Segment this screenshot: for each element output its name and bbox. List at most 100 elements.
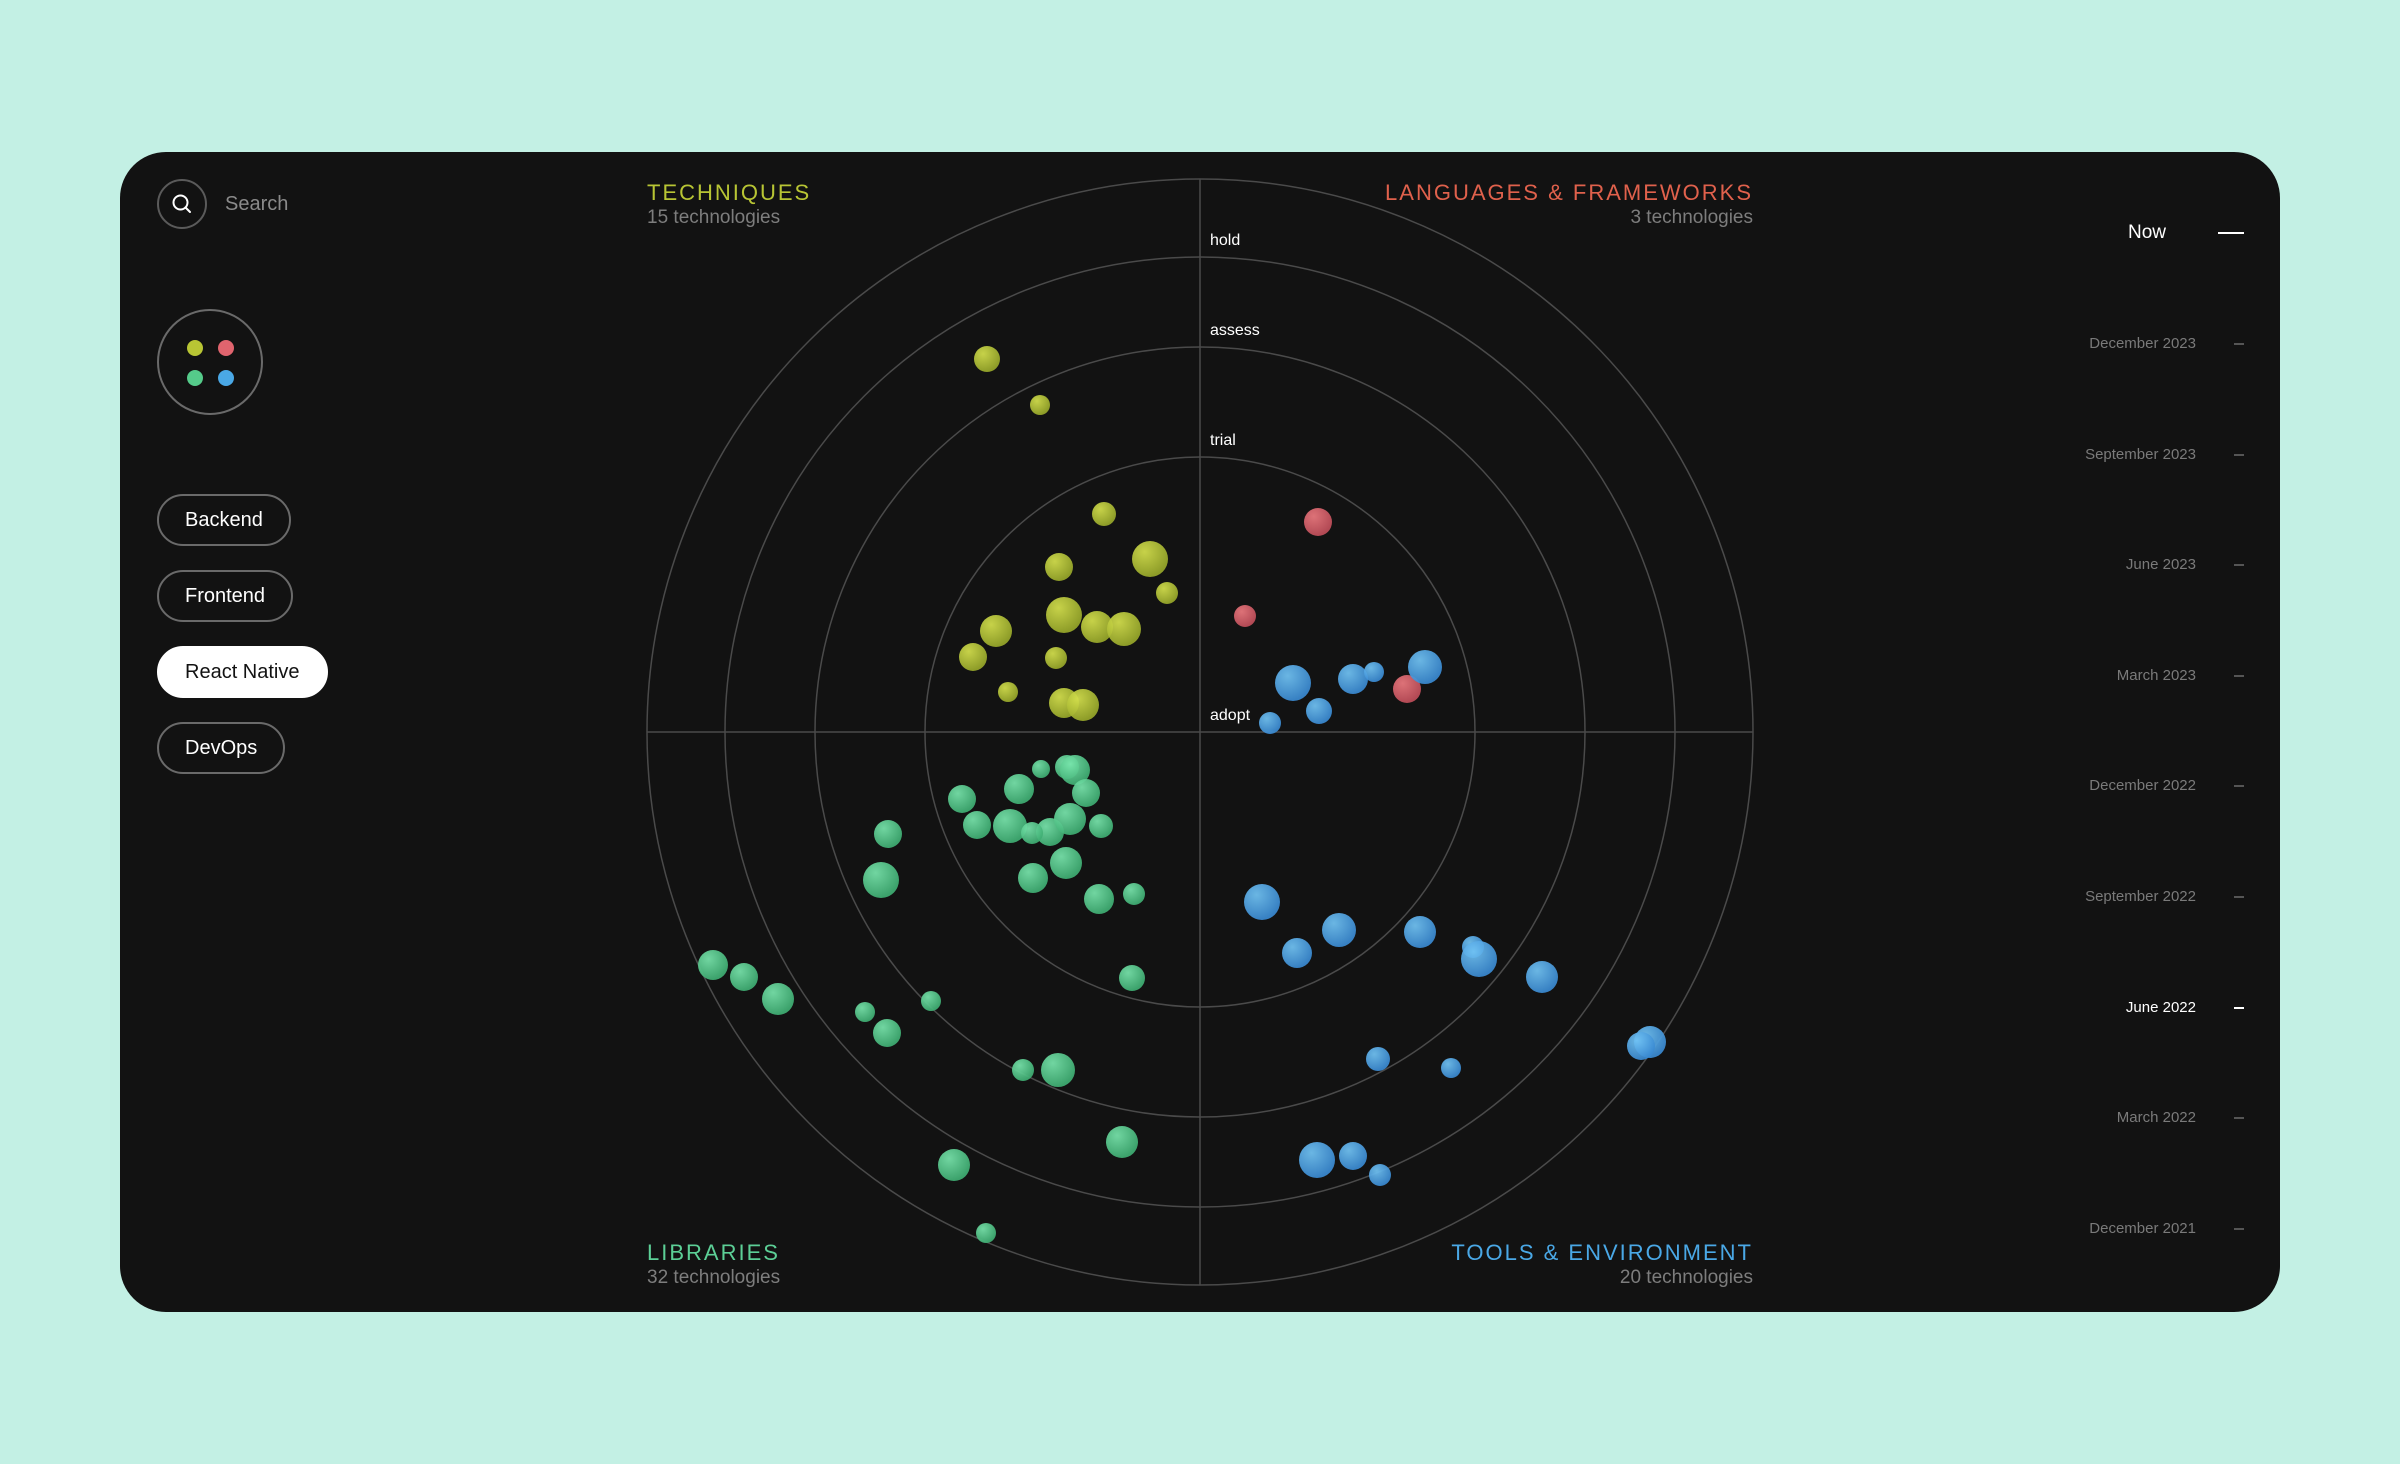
blip-libraries[interactable] <box>1021 822 1043 844</box>
blip-libraries[interactable] <box>863 862 899 898</box>
quadrant-title-languages-frameworks[interactable]: LANGUAGES & FRAMEWORKS <box>1385 180 1753 205</box>
blip-techniques[interactable] <box>1107 612 1141 646</box>
timeline-tick <box>2234 1116 2244 1119</box>
blip-tools-environment[interactable] <box>1408 650 1442 684</box>
blip-languages-frameworks[interactable] <box>1234 605 1256 627</box>
blip-tools-environment[interactable] <box>1627 1032 1655 1060</box>
timeline-tick <box>2234 674 2244 677</box>
timeline-tick <box>2234 342 2244 345</box>
quadrant-count-languages-frameworks: 3 technologies <box>1630 207 1753 228</box>
blip-techniques[interactable] <box>959 643 987 671</box>
timeline-item[interactable]: December 2023 <box>2089 335 2244 352</box>
blip-techniques[interactable] <box>974 346 1000 372</box>
timeline-item[interactable]: September 2022 <box>2085 888 2244 905</box>
timeline-item-label: December 2022 <box>2089 777 2196 794</box>
blip-tools-environment[interactable] <box>1306 698 1332 724</box>
blip-tools-environment[interactable] <box>1339 1142 1367 1170</box>
blip-tools-environment[interactable] <box>1526 961 1558 993</box>
blip-techniques[interactable] <box>1092 502 1116 526</box>
timeline-now[interactable]: Now <box>2128 222 2244 244</box>
timeline-item-current[interactable]: June 2022 <box>2126 999 2244 1016</box>
blip-techniques[interactable] <box>1045 553 1073 581</box>
blip-libraries[interactable] <box>976 1223 996 1243</box>
quadrant-count-libraries: 32 technologies <box>647 1267 780 1288</box>
filter-devops[interactable]: DevOps <box>157 722 286 774</box>
blip-libraries[interactable] <box>1012 1059 1034 1081</box>
quadrant-title-tools-environment[interactable]: TOOLS & ENVIRONMENT <box>1451 1240 1753 1265</box>
blip-libraries[interactable] <box>762 983 794 1015</box>
blip-libraries[interactable] <box>1004 774 1034 804</box>
timeline-item-label: June 2023 <box>2125 556 2196 573</box>
blip-techniques[interactable] <box>1132 541 1168 577</box>
blip-libraries[interactable] <box>993 809 1027 843</box>
timeline-tick <box>2234 563 2244 566</box>
search-control[interactable]: Search <box>157 179 288 229</box>
timeline-item[interactable]: March 2022 <box>2117 1109 2244 1126</box>
blip-techniques[interactable] <box>1045 647 1067 669</box>
blip-libraries[interactable] <box>1089 814 1113 838</box>
timeline-item[interactable]: December 2022 <box>2089 777 2244 794</box>
blip-libraries[interactable] <box>730 963 758 991</box>
blip-tools-environment[interactable] <box>1461 941 1497 977</box>
blip-techniques[interactable] <box>998 682 1018 702</box>
blip-libraries[interactable] <box>1106 1126 1138 1158</box>
blip-languages-frameworks[interactable] <box>1393 675 1421 703</box>
filter-backend[interactable]: Backend <box>157 494 291 546</box>
blip-tools-environment[interactable] <box>1441 1058 1461 1078</box>
ring-label-adopt: adopt <box>1210 707 1251 724</box>
timeline-item-label: December 2021 <box>2089 1220 2196 1237</box>
blip-libraries[interactable] <box>1041 1053 1075 1087</box>
blip-techniques[interactable] <box>980 615 1012 647</box>
blip-libraries[interactable] <box>1018 863 1048 893</box>
timeline-now-label: Now <box>2127 222 2166 243</box>
timeline-item[interactable]: June 2023 <box>2126 556 2244 573</box>
blip-libraries[interactable] <box>1072 779 1100 807</box>
search-placeholder[interactable]: Search <box>225 192 289 215</box>
filter-frontend[interactable]: Frontend <box>157 570 294 622</box>
blip-libraries[interactable] <box>855 1002 875 1022</box>
blip-techniques[interactable] <box>1067 689 1099 721</box>
timeline-item[interactable]: March 2023 <box>2117 667 2244 684</box>
timeline: Now December 2023 September 2023 June 20… <box>1940 152 2280 1312</box>
blip-techniques[interactable] <box>1081 611 1113 643</box>
timeline-tick <box>2234 895 2244 898</box>
blip-tools-environment[interactable] <box>1366 1047 1390 1071</box>
blip-tools-environment[interactable] <box>1364 662 1384 682</box>
blip-libraries[interactable] <box>963 811 991 839</box>
blip-libraries[interactable] <box>698 950 728 980</box>
blip-libraries[interactable] <box>1054 803 1086 835</box>
blip-libraries[interactable] <box>948 785 976 813</box>
blip-libraries[interactable] <box>1119 965 1145 991</box>
blip-libraries[interactable] <box>1050 847 1082 879</box>
blip-tools-environment[interactable] <box>1338 664 1368 694</box>
quadrant-title-libraries[interactable]: LIBRARIES <box>647 1240 780 1265</box>
blip-libraries[interactable] <box>873 1019 901 1047</box>
blip-libraries[interactable] <box>1032 760 1050 778</box>
blip-libraries[interactable] <box>1060 755 1090 785</box>
blip-libraries[interactable] <box>1123 883 1145 905</box>
blip-tools-environment[interactable] <box>1275 665 1311 701</box>
blip-languages-frameworks[interactable] <box>1304 508 1332 536</box>
ring-label-assess: assess <box>1210 322 1260 339</box>
blip-tools-environment[interactable] <box>1244 884 1280 920</box>
blip-libraries[interactable] <box>1084 884 1114 914</box>
blip-tools-environment[interactable] <box>1299 1142 1335 1178</box>
search-icon[interactable] <box>157 179 207 229</box>
blip-tools-environment[interactable] <box>1404 916 1436 948</box>
blip-tools-environment[interactable] <box>1259 712 1281 734</box>
blip-libraries[interactable] <box>921 991 941 1011</box>
blip-tools-environment[interactable] <box>1369 1164 1391 1186</box>
filter-react-native[interactable]: React Native <box>157 646 328 698</box>
timeline-item[interactable]: December 2021 <box>2089 1220 2244 1237</box>
blip-techniques[interactable] <box>1046 597 1082 633</box>
blip-techniques[interactable] <box>1156 582 1178 604</box>
blip-tools-environment[interactable] <box>1282 938 1312 968</box>
quadrant-title-techniques[interactable]: TECHNIQUES <box>647 180 811 205</box>
logo-dot-libraries <box>187 370 203 386</box>
blip-libraries[interactable] <box>938 1149 970 1181</box>
blip-tools-environment[interactable] <box>1322 913 1356 947</box>
blip-techniques[interactable] <box>1030 395 1050 415</box>
blip-libraries[interactable] <box>874 820 902 848</box>
timeline-item[interactable]: September 2023 <box>2085 446 2244 463</box>
timeline-tick <box>2234 1227 2244 1230</box>
